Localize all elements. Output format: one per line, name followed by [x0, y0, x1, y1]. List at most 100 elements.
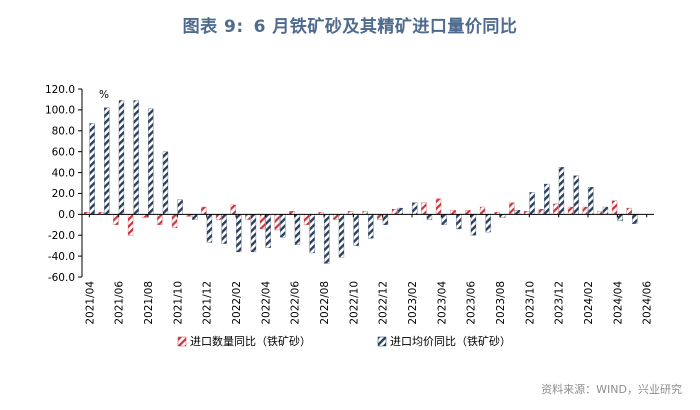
legend: 进口数量同比（铁矿砂） 进口均价同比（铁矿砂）: [177, 335, 511, 348]
bar-price-yoy: [602, 206, 609, 215]
bar-volume-yoy: [171, 214, 178, 229]
bar-price-yoy: [148, 108, 154, 215]
bar-price-yoy: [558, 167, 565, 215]
bar-volume-yoy: [567, 206, 574, 215]
x-tick-label: 2022/08: [319, 281, 331, 325]
legend-swatch: [377, 336, 387, 347]
x-tick-label: 2021/06: [114, 281, 126, 325]
bar-volume-yoy: [538, 208, 544, 215]
bar-price-yoy: [192, 214, 198, 220]
bar-volume-yoy: [259, 214, 266, 230]
bar-price-yoy: [426, 214, 433, 220]
x-tick-label: 2023/10: [524, 281, 536, 325]
bar-price-yoy: [529, 192, 535, 215]
bar-price-yoy: [250, 214, 257, 253]
bar-volume-yoy: [450, 210, 456, 215]
bar-price-yoy: [353, 214, 359, 246]
bar-price-yoy: [544, 183, 550, 215]
bar-price-yoy: [280, 214, 286, 238]
x-tick-label: 2023/12: [554, 281, 566, 325]
bar-price-yoy: [632, 214, 638, 224]
bar-price-yoy: [177, 199, 183, 215]
bar-volume-yoy: [127, 214, 134, 236]
figure-number: 图表 9:: [182, 17, 244, 37]
bar-volume-yoy: [157, 214, 163, 225]
bar-price-yoy: [617, 214, 623, 221]
bar-volume-yoy: [113, 214, 119, 225]
bars: [83, 100, 653, 264]
y-tick-label: 120.0: [45, 84, 75, 96]
x-tick-label: 2022/02: [231, 281, 243, 325]
bar-price-yoy: [294, 214, 301, 245]
bar-volume-yoy: [465, 210, 471, 215]
figure-title-text: 6 月铁矿砂及其精矿进口量价同比: [253, 17, 518, 37]
chart-title: 图表 9: 6 月铁矿砂及其精矿进口量价同比: [0, 12, 700, 37]
bar-volume-yoy: [421, 202, 427, 215]
bar-price-yoy: [104, 107, 110, 215]
bar-volume-yoy: [553, 203, 559, 215]
x-tick-label: 2022/06: [290, 281, 302, 325]
x-tick-label: 2023/08: [495, 281, 507, 325]
x-tick-label: 2022/04: [260, 281, 272, 325]
legend-swatch: [177, 336, 187, 347]
bar-price-yoy: [221, 214, 227, 244]
x-tick-label: 2021/12: [202, 281, 214, 325]
bar-price-yoy: [338, 214, 345, 258]
bar-price-yoy: [412, 202, 418, 215]
bar-volume-yoy: [626, 207, 632, 215]
bar-price-yoy: [324, 214, 330, 264]
legend-label: 进口数量同比（铁矿砂）: [190, 335, 311, 348]
bar-price-yoy: [133, 100, 139, 215]
bar-volume-yoy: [245, 214, 251, 220]
x-tick-label: 2021/04: [84, 281, 96, 325]
bar-price-yoy: [118, 100, 125, 215]
x-tick-label: 2021/10: [172, 281, 184, 325]
bar-volume-yoy: [303, 214, 310, 225]
x-tick-label: 2022/12: [378, 281, 390, 325]
unit-label: %: [99, 89, 109, 101]
bar-price-yoy: [456, 214, 462, 230]
bar-price-yoy: [382, 214, 389, 225]
y-tick-label: 60.0: [52, 146, 75, 158]
y-axis: 120.0 100.0 80.0 60.0 40.0 20.0 0.0 -20.0 -40.0 -…: [45, 84, 83, 284]
bar-price-yoy: [441, 214, 447, 225]
bar-price-yoy: [206, 214, 213, 243]
bar-price-yoy: [309, 214, 315, 254]
bar-price-yoy: [573, 175, 579, 215]
x-tick-label: 2024/02: [583, 281, 595, 325]
y-tick-label: -40.0: [48, 251, 75, 263]
bar-price-yoy: [397, 207, 403, 215]
bar-price-yoy: [470, 214, 477, 236]
bar-volume-yoy: [509, 202, 515, 215]
x-tick-label: 2022/10: [348, 281, 360, 325]
x-tick-label: 2023/04: [436, 281, 448, 325]
bar-volume-yoy: [333, 214, 339, 220]
bar-volume-yoy: [391, 208, 398, 215]
x-axis: 2021/04 2021/06 2021/08 2021/10 2021/12 2022/…: [82, 213, 654, 325]
bar-price-yoy: [588, 187, 594, 215]
y-tick-label: -60.0: [48, 272, 75, 284]
bar-volume-yoy: [230, 204, 236, 215]
bar-price-yoy: [485, 214, 491, 233]
y-tick-label: -20.0: [48, 230, 75, 242]
bar-volume-yoy: [611, 200, 618, 215]
bar-volume-yoy: [479, 206, 486, 215]
x-tick-label: 2023/06: [466, 281, 478, 325]
bar-volume-yoy: [274, 214, 280, 231]
bar-volume-yoy: [435, 198, 442, 215]
bar-price-yoy: [89, 123, 95, 215]
bar-volume-yoy: [582, 206, 588, 215]
bar-volume-yoy: [215, 214, 222, 220]
x-tick-label: 2021/08: [143, 281, 155, 325]
legend-label: 进口均价同比（铁矿砂）: [390, 335, 511, 348]
source-note: 资料来源：WIND，兴业研究: [541, 383, 682, 396]
bar-price-yoy: [514, 210, 521, 215]
bar-price-yoy: [236, 214, 242, 253]
y-tick-label: 100.0: [45, 105, 75, 117]
bar-price-yoy: [162, 151, 169, 215]
y-tick-label: 0.0: [58, 209, 75, 221]
x-tick-label: 2024/04: [612, 281, 624, 325]
x-tick-label: 2024/06: [642, 281, 654, 325]
y-tick-label: 80.0: [52, 126, 75, 138]
